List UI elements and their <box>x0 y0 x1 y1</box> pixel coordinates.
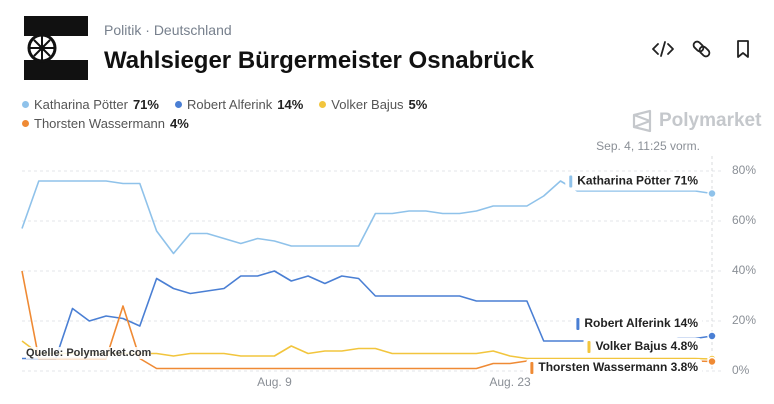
crumb[interactable]: Deutschland <box>153 22 232 38</box>
series-line <box>21 180 713 255</box>
crumb[interactable]: Politik <box>104 22 142 38</box>
end-label-bar <box>576 318 580 330</box>
end-label-value: 3.8% <box>671 360 699 374</box>
end-label-bar <box>569 175 573 188</box>
end-label-text: Katharina Pötter 71% <box>577 174 698 188</box>
x-tick-label: Aug. 23 <box>489 375 531 389</box>
end-label-name: Katharina Pötter <box>577 174 671 188</box>
x-tick-label: Aug. 9 <box>257 375 292 389</box>
end-label-name: Volker Bajus <box>595 339 667 353</box>
legend-name: Thorsten Wassermann <box>34 116 166 131</box>
timestamp: Sep. 4, 11:25 vorm. <box>596 139 700 153</box>
legend-name: Robert Alferink <box>186 97 273 112</box>
breadcrumb: Politik · Deutschland <box>104 22 232 38</box>
legend-dot <box>22 101 29 108</box>
end-dot <box>707 188 717 199</box>
legend-value: 71% <box>132 97 159 112</box>
source: Quelle: Polymarket.com <box>26 347 152 359</box>
end-label: Robert Alferink 14% <box>572 315 702 333</box>
end-label-text: Thorsten Wassermann 3.8% <box>538 360 698 374</box>
legend-dot <box>22 120 29 127</box>
actions <box>652 40 749 58</box>
end-dot <box>707 331 717 341</box>
end-label-bg <box>583 338 702 356</box>
end-dot <box>707 356 717 367</box>
legend-name: Katharina Pötter <box>34 97 128 112</box>
end-label: Volker Bajus 4.8% <box>583 338 702 356</box>
end-label-text: Robert Alferink 14% <box>584 316 698 330</box>
end-label-bg <box>526 359 702 377</box>
legend-dot <box>174 101 182 108</box>
y-tick-label: 60% <box>732 213 756 227</box>
bookmark-button[interactable] <box>737 40 749 58</box>
end-label-value: 4.8% <box>671 339 699 353</box>
brand-logo: Polymarket <box>631 109 761 133</box>
end-label-name: Thorsten Wassermann <box>538 360 667 374</box>
end-label-value: 14% <box>674 316 698 330</box>
legend-dot <box>319 101 327 108</box>
end-label: Katharina Pötter 71% <box>565 172 702 191</box>
end-label-value: 71% <box>674 174 698 188</box>
end-label: Thorsten Wassermann 3.8% <box>526 359 702 377</box>
legend-item[interactable]: Volker Bajus 5% <box>319 97 427 112</box>
y-tick-label: 0% <box>732 363 750 377</box>
y-tick-label: 40% <box>732 263 756 277</box>
end-label-name: Robert Alferink <box>584 316 671 330</box>
end-label-bar <box>587 341 591 353</box>
end-label-text: Volker Bajus 4.8% <box>595 339 698 353</box>
end-label-bg <box>565 172 702 191</box>
brand-mark <box>632 109 652 133</box>
end-label-bg <box>572 315 702 333</box>
legend-item[interactable]: Robert Alferink 14% <box>174 97 304 112</box>
legend-value: 5% <box>408 97 428 112</box>
legend: Katharina Pötter 71% Robert Alferink 14% Vol… <box>22 97 492 131</box>
legend-value: 4% <box>170 116 189 131</box>
market-icon <box>24 16 88 80</box>
legend-name: Volker Bajus <box>331 97 404 112</box>
end-label-bar <box>530 362 534 374</box>
legend-item[interactable]: Thorsten Wassermann 4% <box>22 116 189 131</box>
y-tick-label: 20% <box>732 313 756 327</box>
legend-value: 14% <box>277 97 304 112</box>
y-tick-label: 80% <box>732 163 756 177</box>
link-button[interactable] <box>692 40 711 58</box>
title: Wahlsieger Bürgermeister Osnabrück <box>104 47 534 74</box>
brand-name: Polymarket <box>659 110 762 131</box>
legend-item[interactable]: Katharina Pötter 71% <box>22 97 159 112</box>
embed-button[interactable] <box>652 41 674 57</box>
